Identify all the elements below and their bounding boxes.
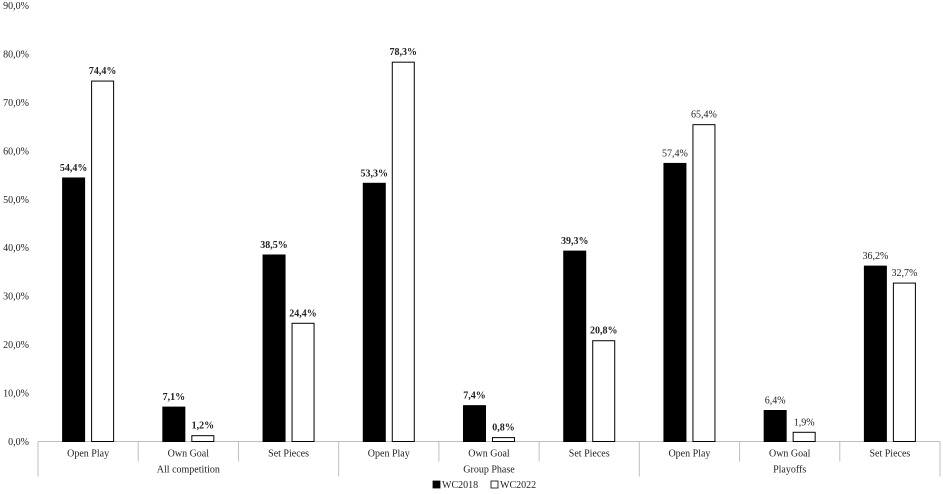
legend-swatch-wc2018: [432, 480, 441, 489]
bar-wc2018: [763, 409, 787, 442]
data-label-wc2022: 20,8%: [590, 326, 618, 337]
legend-label-wc2022: WC2022: [500, 480, 536, 491]
data-label-wc2022: 74,4%: [89, 66, 117, 77]
y-tick-label: 40,0%: [3, 243, 29, 254]
y-tick-label: 0,0%: [8, 437, 29, 448]
bar-wc2018: [563, 250, 587, 442]
data-label-wc2018: 53,3%: [361, 168, 389, 179]
bar-wc2022: [492, 437, 515, 443]
group-label: Group Phase: [463, 465, 515, 476]
category-label: Open Play: [668, 449, 710, 460]
data-label-wc2018: 54,4%: [60, 163, 88, 174]
y-tick-label: 20,0%: [3, 340, 29, 351]
bar-wc2018: [362, 182, 386, 442]
y-tick-label: 60,0%: [3, 146, 29, 157]
category-label: Set Pieces: [869, 449, 910, 460]
data-label-wc2022: 1,2%: [192, 421, 215, 432]
bar-wc2022: [291, 322, 315, 443]
bar-wc2018: [463, 405, 486, 443]
bar-wc2022: [391, 61, 415, 443]
bar-wc2022: [592, 340, 616, 443]
data-label-wc2018: 38,5%: [260, 240, 288, 251]
data-label-wc2022: 78,3%: [390, 47, 418, 58]
y-tick-label: 90,0%: [3, 1, 29, 12]
category-label: Own Goal: [468, 449, 510, 460]
data-label-wc2022: 65,4%: [691, 110, 717, 121]
bar-wc2018: [863, 265, 887, 442]
bar-wc2018: [162, 406, 186, 442]
y-tick-label: 50,0%: [3, 195, 29, 206]
y-tick-label: 10,0%: [3, 389, 29, 400]
data-label-wc2018: 36,2%: [862, 251, 888, 262]
legend-label-wc2018: WC2018: [442, 480, 478, 491]
category-label: Set Pieces: [569, 449, 610, 460]
bar-wc2022: [191, 435, 215, 443]
data-label-wc2018: 7,4%: [463, 391, 486, 402]
y-tick-label: 80,0%: [3, 49, 29, 60]
data-label-wc2018: 57,4%: [662, 148, 688, 159]
category-label: Set Pieces: [268, 449, 309, 460]
data-label-wc2018: 7,1%: [163, 392, 186, 403]
data-label-wc2022: 24,4%: [289, 308, 317, 319]
legend: WC2018 WC2022: [432, 480, 536, 491]
data-label-wc2022: 32,7%: [891, 268, 917, 279]
group-label: All competition: [157, 465, 220, 476]
y-tick-label: 30,0%: [3, 292, 29, 303]
category-label: Own Goal: [168, 449, 210, 460]
bar-wc2022: [892, 282, 916, 442]
bar-wc2018: [262, 254, 286, 442]
category-label: Open Play: [368, 449, 410, 460]
data-label-wc2022: 0,8%: [492, 423, 515, 434]
category-label: Open Play: [67, 449, 109, 460]
y-tick-label: 70,0%: [3, 98, 29, 109]
data-label-wc2018: 39,3%: [561, 236, 589, 247]
legend-swatch-wc2022: [490, 480, 499, 489]
bar-wc2018: [663, 162, 687, 442]
group-label: Playoffs: [773, 465, 806, 476]
bar-wc2022: [91, 80, 115, 442]
bar-wc2022: [792, 431, 816, 443]
category-label: Own Goal: [769, 449, 811, 460]
data-label-wc2022: 1,9%: [794, 417, 815, 428]
data-label-wc2018: 6,4%: [765, 395, 786, 406]
bar-wc2022: [692, 124, 716, 442]
bar-wc2018: [62, 177, 86, 442]
